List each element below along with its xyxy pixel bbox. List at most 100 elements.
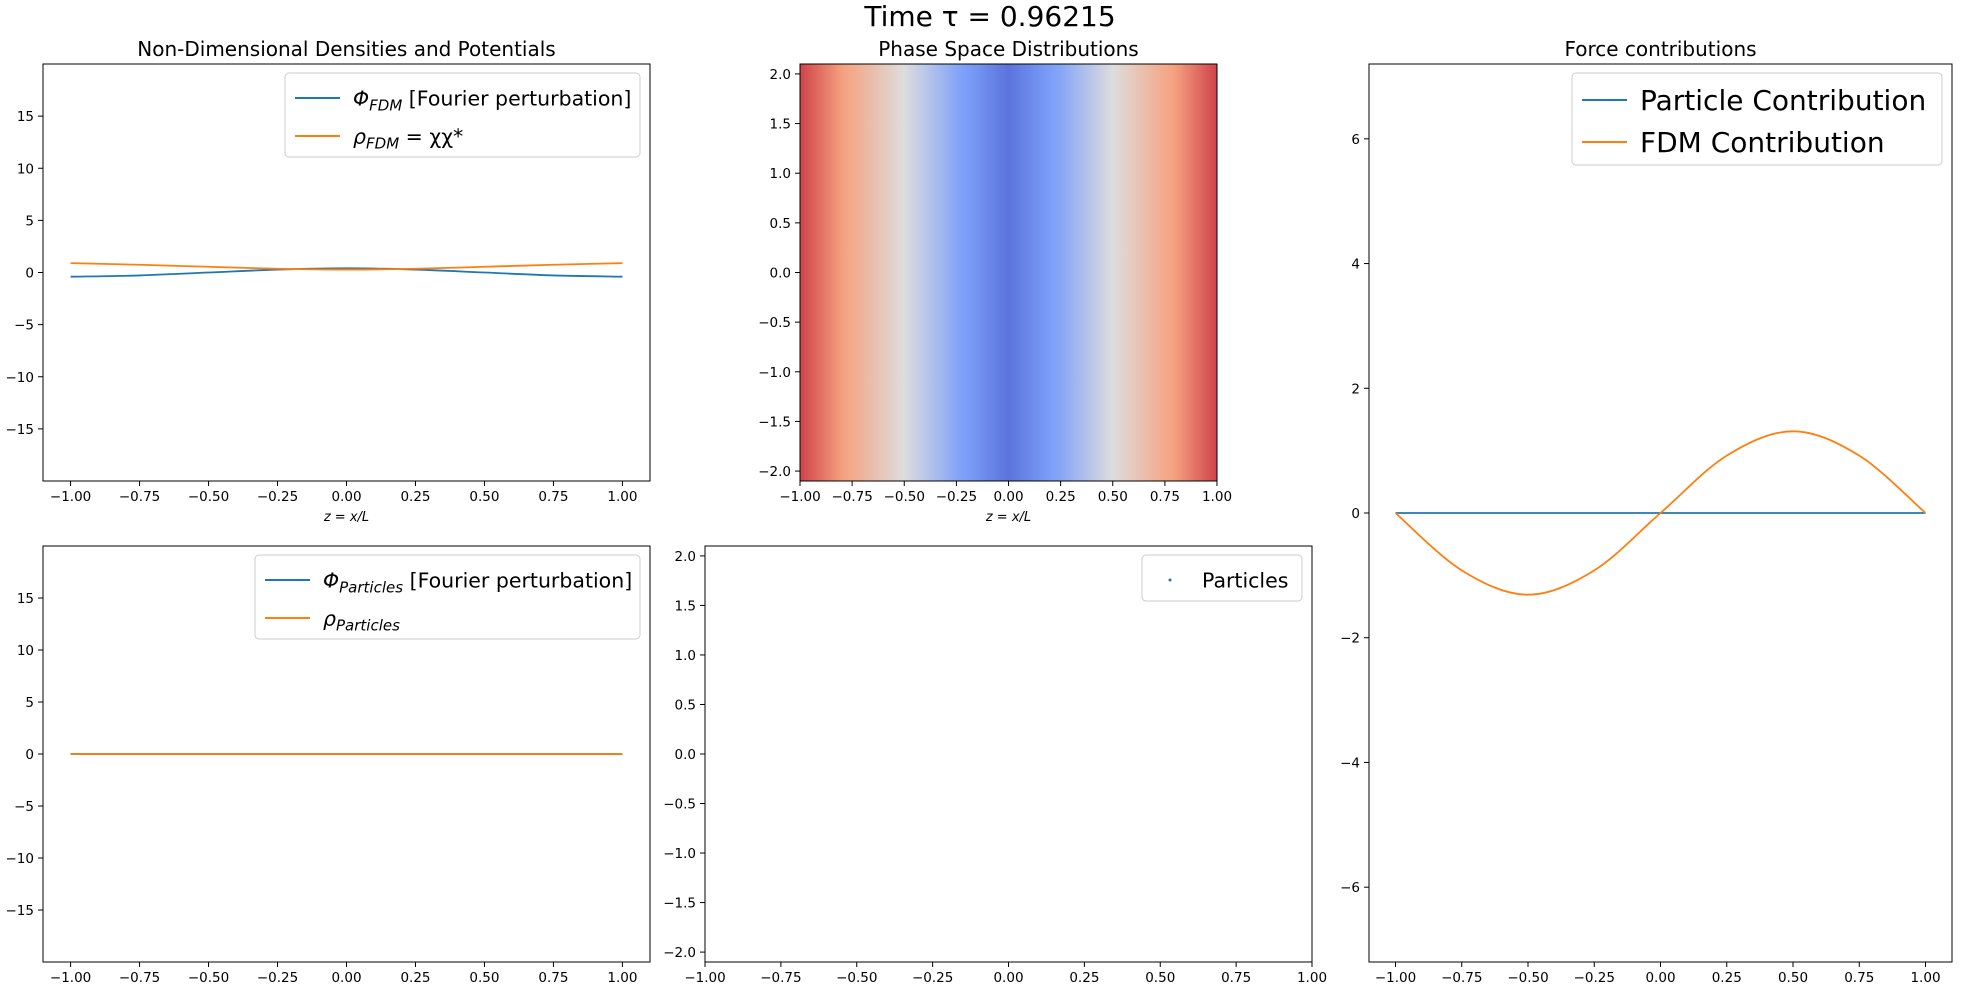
y-tick-label: −2.0 [663, 945, 696, 961]
y-tick-label: −6 [1340, 880, 1360, 896]
legend: Particle Contribution FDM Contribution [1571, 72, 1943, 166]
x-tick-label: 0.50 [469, 970, 499, 986]
y-tick-label: 5 [25, 695, 34, 711]
x-tick-label: −0.75 [760, 970, 801, 986]
series-line-1 [70, 267, 623, 278]
x-tick-label: −1.00 [779, 489, 820, 505]
y-tick-label: 2.0 [675, 549, 696, 565]
x-tick-label: −0.50 [884, 489, 925, 505]
panel-densities_fdm: −1.00 −0.75 −0.50 −0.25 0.00 0.25 0.50 0.75 1.00… [6, 37, 651, 525]
panel-title: Non-Dimensional Densities and Potentials [137, 37, 555, 61]
x-tick-label: 0.75 [1844, 970, 1874, 986]
y-tick-label: 0.5 [675, 697, 696, 713]
legend-box [1141, 554, 1303, 602]
legend-marker [1168, 578, 1172, 582]
legend-label: ΦParticles [Fourier perturbation] [323, 568, 632, 596]
x-tick-label: −0.50 [1507, 970, 1548, 986]
y-tick-label: −1.5 [663, 896, 696, 912]
y-tick-label: −1.0 [663, 846, 696, 862]
x-tick-label: −0.50 [836, 970, 877, 986]
x-axis-label: z = x/L [323, 510, 369, 525]
axes-frame [704, 545, 1313, 963]
x-tick-label: 0.25 [1712, 970, 1742, 986]
x-tick-label: −0.25 [1574, 970, 1615, 986]
x-tick-label: 0.50 [1098, 489, 1128, 505]
legend-label-symbol: ρ [323, 606, 336, 630]
y-tick-label: 10 [17, 161, 34, 177]
plot-area [1394, 430, 1927, 596]
plot-area [800, 64, 1217, 481]
panel-title: Force contributions [1564, 37, 1756, 61]
panel-force_contributions: −1.00 −0.75 −0.50 −0.25 0.00 0.25 0.50 0.75 1.00… [1340, 37, 1953, 986]
legend-label: ΦFDM [Fourier perturbation] [353, 86, 631, 114]
y-tick-label: −10 [6, 851, 35, 867]
y-tick-label: 1.0 [770, 166, 791, 182]
y-tick-label: −1.0 [758, 365, 791, 381]
x-tick-label: 0.25 [1046, 489, 1076, 505]
x-tick-label: 0.50 [1145, 970, 1175, 986]
y-tick-label: −15 [6, 903, 35, 919]
x-tick-label: 0.00 [1645, 970, 1675, 986]
legend-label: ρFDM = χχ* [353, 124, 463, 152]
y-tick-label: 2 [1351, 381, 1360, 397]
y-tick-label: 0.5 [770, 216, 791, 232]
legend: ΦParticles [Fourier perturbation] ρPartic… [254, 554, 641, 640]
y-tick-label: 1.5 [770, 117, 791, 133]
legend-label-subscript: Particles [339, 578, 403, 596]
y-tick-label: 2.0 [770, 67, 791, 83]
x-tick-label: 1.00 [1297, 970, 1327, 986]
legend-box [284, 72, 641, 158]
x-tick-label: −1.00 [1375, 970, 1416, 986]
x-tick-label: −0.25 [257, 970, 298, 986]
x-tick-label: 1.00 [1910, 970, 1940, 986]
x-tick-label: 0.50 [469, 489, 499, 505]
x-tick-label: −0.25 [912, 970, 953, 986]
legend-label-subscript: Particles [336, 616, 400, 634]
y-tick-label: −5 [14, 799, 34, 815]
x-tick-label: −0.25 [257, 489, 298, 505]
x-tick-label: 0.50 [1778, 970, 1808, 986]
legend: ΦFDM [Fourier perturbation] ρFDM = χχ* [284, 72, 641, 158]
panel-phase_space_fdm: −1.00 −0.75 −0.50 −0.25 0.00 0.25 0.50 0.75 1.00… [758, 37, 1232, 525]
x-tick-label: 0.75 [1221, 970, 1251, 986]
legend-label-symbol: Φ [323, 568, 339, 592]
legend-label: FDM Contribution [1640, 126, 1885, 159]
x-tick-label: −0.75 [119, 970, 160, 986]
legend-label: Particle Contribution [1640, 84, 1926, 117]
y-tick-label: −1.5 [758, 414, 791, 430]
series-line-2 [1394, 430, 1927, 596]
y-tick-label: 0 [25, 266, 34, 282]
x-tick-label: 0.00 [993, 489, 1023, 505]
y-tick-label: 0 [25, 747, 34, 763]
x-tick-label: 1.00 [607, 970, 637, 986]
y-tick-label: −4 [1340, 755, 1360, 771]
panel-phase_space_particles: −1.00 −0.75 −0.50 −0.25 0.00 0.25 0.50 0.75 1.00… [663, 545, 1327, 986]
y-tick-label: 10 [17, 643, 34, 659]
x-tick-label: −0.50 [188, 489, 229, 505]
x-tick-label: 1.00 [1202, 489, 1232, 505]
legend-label-rest: [Fourier perturbation] [402, 86, 631, 110]
panel-densities_particles: −1.00 −0.75 −0.50 −0.25 0.00 0.25 0.50 0.75 1.00… [6, 545, 651, 986]
y-tick-label: 1.0 [675, 648, 696, 664]
x-tick-label: 0.25 [400, 489, 430, 505]
series-line-2 [70, 262, 623, 271]
y-tick-label: 6 [1351, 132, 1360, 148]
x-tick-label: 0.00 [331, 489, 361, 505]
legend: Particles [1141, 554, 1303, 602]
legend-label-symbol: Φ [353, 86, 369, 110]
legend-label-subscript: FDM [369, 96, 402, 114]
legend-box [1571, 72, 1943, 166]
x-tick-label: −0.75 [1441, 970, 1482, 986]
phase-space-heatmap [800, 64, 1217, 481]
y-tick-label: 0.0 [770, 266, 791, 282]
x-tick-label: −0.75 [831, 489, 872, 505]
x-tick-label: −1.00 [50, 489, 91, 505]
y-tick-label: 0 [1351, 506, 1360, 522]
y-tick-label: −15 [6, 422, 35, 438]
y-tick-label: 5 [25, 213, 34, 229]
x-tick-label: −0.50 [188, 970, 229, 986]
x-tick-label: −0.25 [936, 489, 977, 505]
x-tick-label: 0.25 [400, 970, 430, 986]
x-tick-label: −1.00 [684, 970, 725, 986]
